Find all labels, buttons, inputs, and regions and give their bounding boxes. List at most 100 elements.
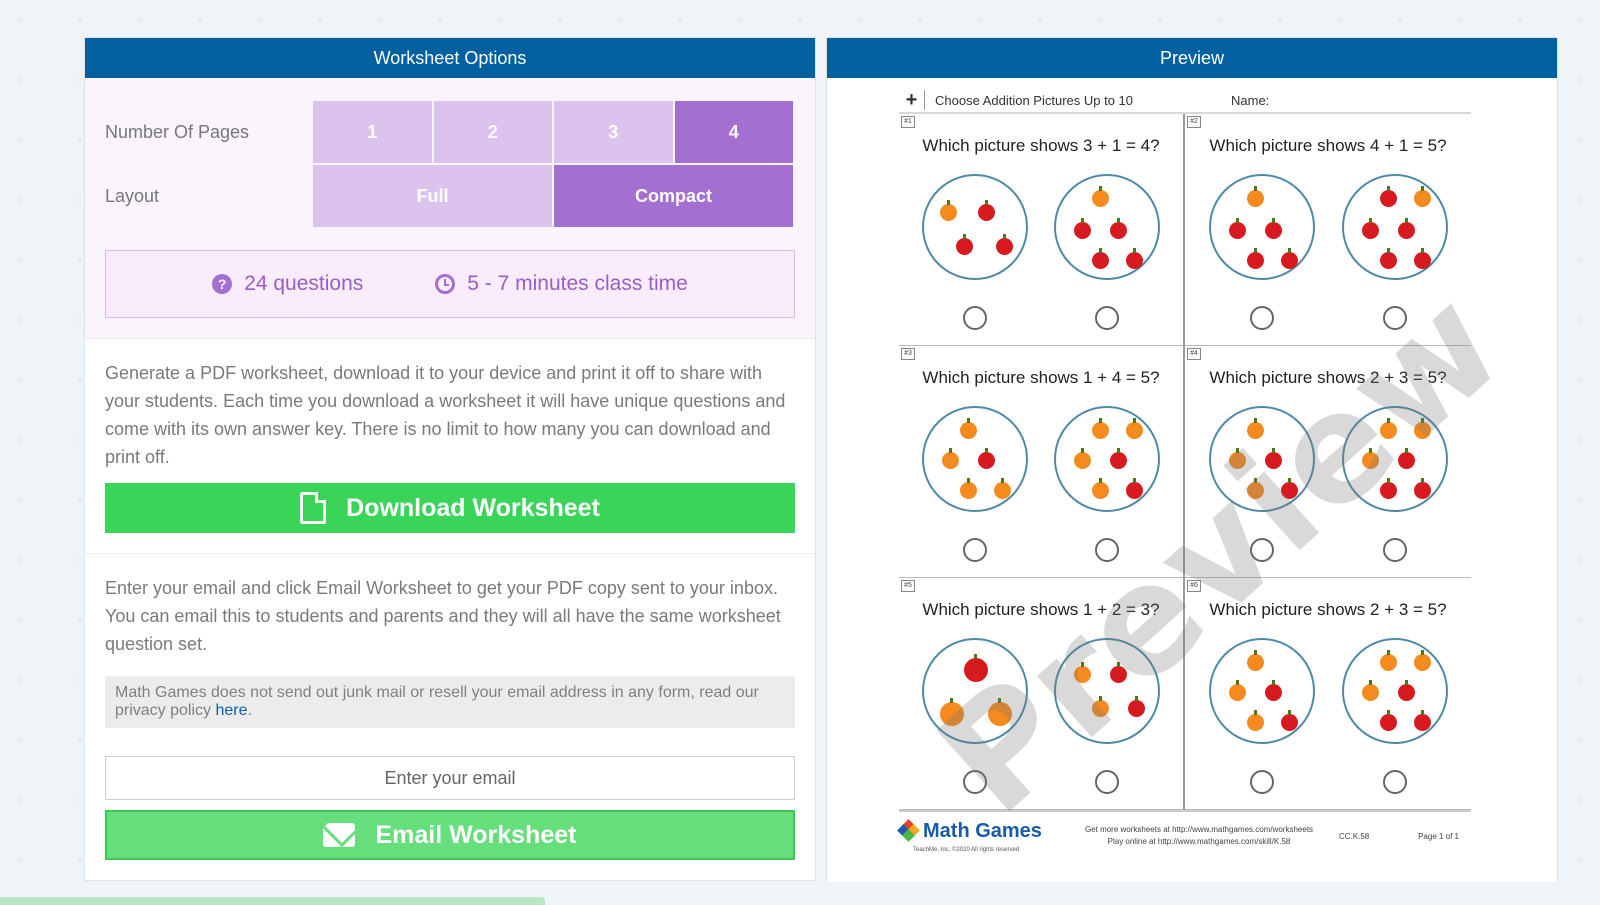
download-worksheet-button[interactable]: Download Worksheet [105, 483, 795, 533]
orange-icon [1246, 186, 1264, 207]
logo-main: Math Games [897, 819, 1042, 843]
picture-choices [899, 406, 1183, 512]
page-option-2[interactable]: 2 [433, 101, 554, 163]
privacy-policy-link[interactable]: here [215, 702, 248, 719]
apple-icon [1110, 448, 1127, 469]
orange-icon [960, 478, 977, 499]
options-panel-title: Worksheet Options [85, 38, 815, 78]
orange-icon [960, 418, 977, 439]
question-number: #4 [1187, 348, 1201, 360]
answer-radio[interactable] [1382, 770, 1407, 794]
orange-icon [1413, 186, 1431, 207]
answer-radio[interactable] [963, 770, 987, 794]
page-option-3[interactable]: 3 [554, 101, 675, 163]
answer-radio[interactable] [1095, 538, 1119, 562]
email-worksheet-button[interactable]: Email Worksheet [105, 810, 795, 860]
apple-icon [1397, 448, 1415, 469]
picture-choice [1208, 638, 1315, 744]
question-number: #1 [901, 116, 915, 128]
question-cell: #4 Which picture shows 2 + 3 = 5? [1185, 346, 1471, 578]
answer-radios [899, 538, 1183, 562]
question-cell: #1 Which picture shows 3 + 1 = 4? [899, 114, 1185, 346]
email-input[interactable] [105, 756, 795, 800]
orange-icon [1092, 186, 1109, 207]
preview-panel: Preview + Choose Addition Pictures Up to… [826, 37, 1558, 882]
answer-radios [1185, 306, 1471, 330]
answer-radio[interactable] [1249, 770, 1274, 794]
worksheet-info-box: ? 24 questions 5 - 7 minutes class time [105, 250, 795, 318]
answer-radio[interactable] [1249, 306, 1274, 330]
orange-icon [1379, 418, 1397, 439]
picture-choices [1185, 406, 1471, 512]
scroll-progress-bar [0, 897, 545, 905]
orange-icon [1379, 650, 1397, 671]
picture-choice [922, 174, 1028, 280]
options-section: Number Of Pages 1 2 3 4 Layout Full Comp… [85, 78, 815, 339]
orange-icon [988, 698, 1012, 726]
worksheet-options-panel: Worksheet Options Number Of Pages 1 2 3 … [84, 37, 816, 881]
apple-icon [1280, 710, 1298, 731]
apple-icon [1246, 248, 1264, 269]
apple-icon [1280, 248, 1298, 269]
email-button-label: Email Worksheet [375, 820, 577, 849]
answer-radios [899, 770, 1183, 794]
pages-label: Number Of Pages [105, 121, 250, 142]
picture-choice [1341, 406, 1448, 512]
download-section: Generate a PDF worksheet, download it to… [85, 339, 815, 554]
orange-icon [940, 698, 964, 726]
orange-icon [1246, 710, 1264, 731]
answer-radio[interactable] [1095, 770, 1119, 794]
questions-count: 24 questions [244, 272, 364, 295]
answer-radio[interactable] [963, 538, 987, 562]
question-text: Which picture shows 1 + 2 = 3? [922, 600, 1160, 619]
answer-radio[interactable] [1382, 538, 1407, 562]
page-option-4[interactable]: 4 [674, 101, 793, 163]
orange-icon [1228, 448, 1246, 469]
apple-icon [1110, 218, 1127, 239]
picture-choice [922, 406, 1028, 512]
time-info: 5 - 7 minutes class time [435, 272, 688, 296]
page-option-1[interactable]: 1 [313, 101, 434, 163]
privacy-notice: Math Games does not send out junk mail o… [105, 676, 795, 728]
apple-icon [1126, 248, 1143, 269]
layout-option-full[interactable]: Full [313, 165, 554, 227]
preview-panel-title: Preview [827, 38, 1557, 78]
orange-icon [942, 448, 959, 469]
orange-icon [1092, 478, 1109, 499]
question-number: #6 [1187, 580, 1201, 592]
answer-radio[interactable] [963, 306, 987, 330]
pages-selector: 1 2 3 4 [313, 101, 793, 163]
apple-icon [1126, 478, 1143, 499]
apple-icon [1413, 478, 1431, 499]
answer-radio[interactable] [1095, 306, 1119, 330]
apple-icon [1280, 478, 1298, 499]
pages-row: Number Of Pages 1 2 3 4 [105, 100, 795, 164]
question-grid: #1 Which picture shows 3 + 1 = 4? [899, 114, 1471, 810]
answer-radio[interactable] [1382, 306, 1407, 330]
worksheet-footer: Math Games TeachMe, Inc. ©2020 All right… [897, 810, 1471, 860]
apple-icon [1264, 218, 1282, 239]
picture-choice [1341, 174, 1448, 280]
picture-choice [1208, 406, 1315, 512]
question-cell: #2 Which picture shows 4 + 1 = 5? [1185, 114, 1471, 346]
layout-row: Layout Full Compact [105, 164, 795, 228]
layout-option-compact[interactable]: Compact [554, 165, 793, 227]
orange-icon [1074, 448, 1091, 469]
page-indicator: Page 1 of 1 [1418, 831, 1459, 841]
pdf-file-icon [300, 492, 327, 524]
answer-radio[interactable] [1249, 538, 1274, 562]
download-button-label: Download Worksheet [346, 493, 600, 522]
download-description: Generate a PDF worksheet, download it to… [105, 363, 786, 467]
envelope-icon [323, 823, 356, 847]
logo-text: Math Games [923, 819, 1042, 842]
apple-icon [996, 234, 1013, 255]
orange-icon [1092, 696, 1109, 717]
question-cell: #6 Which picture shows 2 + 3 = 5? [1185, 578, 1471, 810]
apple-icon [1092, 248, 1109, 269]
question-text: Which picture shows 3 + 1 = 4? [922, 136, 1160, 155]
apple-icon [1379, 186, 1397, 207]
math-games-logo: Math Games TeachMe, Inc. ©2020 All right… [897, 819, 1059, 853]
apple-icon [1413, 248, 1431, 269]
email-section: Enter your email and click Email Workshe… [85, 554, 815, 880]
privacy-notice-end: . [247, 702, 252, 719]
